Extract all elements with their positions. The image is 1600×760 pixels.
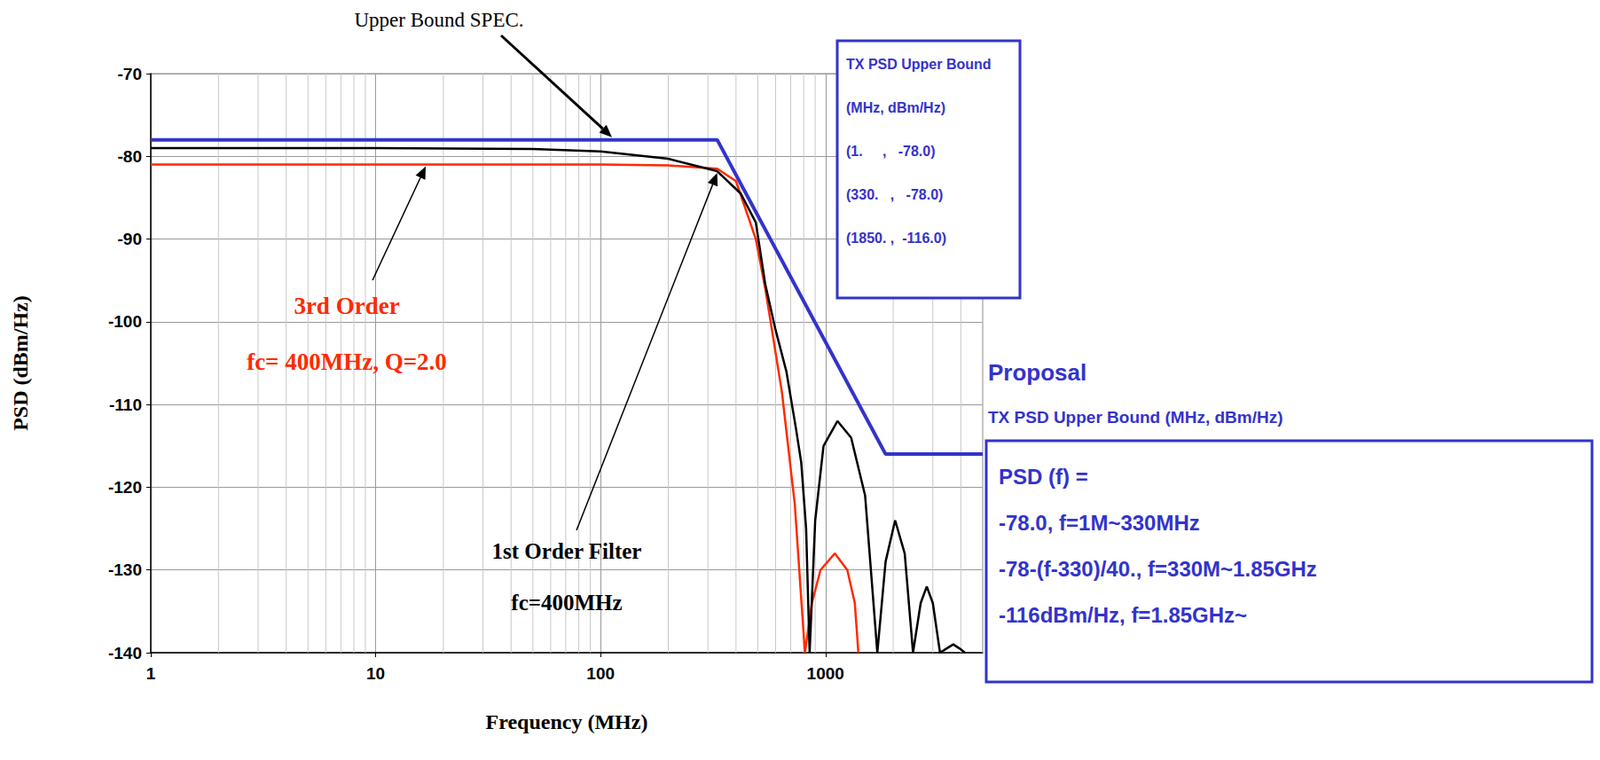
svg-text:PSD (f) =: PSD (f) = xyxy=(998,464,1089,489)
svg-text:Upper Bound SPEC.: Upper Bound SPEC. xyxy=(353,8,524,32)
svg-text:TX PSD Upper Bound (MHz, dBm/H: TX PSD Upper Bound (MHz, dBm/Hz) xyxy=(988,407,1283,427)
svg-text:fc= 400MHz, Q=2.0: fc= 400MHz, Q=2.0 xyxy=(246,348,448,376)
svg-text:3rd Order: 3rd Order xyxy=(293,292,400,320)
svg-text:Proposal: Proposal xyxy=(988,359,1087,386)
svg-text:-120: -120 xyxy=(108,478,142,497)
svg-text:Frequency (MHz): Frequency (MHz) xyxy=(486,710,649,734)
svg-text:TX PSD Upper Bound: TX PSD Upper Bound xyxy=(846,56,992,72)
svg-text:(330. , -78.0): (330. , -78.0) xyxy=(846,187,943,203)
svg-text:1: 1 xyxy=(146,664,157,683)
svg-text:-116dBm/Hz, f=1.85GHz~: -116dBm/Hz, f=1.85GHz~ xyxy=(998,603,1248,628)
svg-text:-130: -130 xyxy=(108,560,142,580)
svg-text:100: 100 xyxy=(586,664,615,683)
svg-text:-90: -90 xyxy=(117,229,142,249)
svg-text:-140: -140 xyxy=(108,643,142,663)
svg-text:-78-(f-330)/40., f=330M~1.85GH: -78-(f-330)/40., f=330M~1.85GHz xyxy=(998,556,1318,581)
svg-text:-110: -110 xyxy=(109,395,142,415)
svg-text:1st Order Filter: 1st Order Filter xyxy=(492,539,643,564)
svg-text:1000: 1000 xyxy=(807,664,845,683)
svg-text:(1. , -78.0): (1. , -78.0) xyxy=(846,143,935,159)
svg-text:(1850. , -116.0): (1850. , -116.0) xyxy=(846,230,947,246)
svg-text:-100: -100 xyxy=(108,312,142,331)
svg-text:-80: -80 xyxy=(117,147,142,166)
svg-text:10: 10 xyxy=(366,664,385,683)
svg-text:-78.0, f=1M~330MHz: -78.0, f=1M~330MHz xyxy=(998,510,1200,535)
svg-text:(MHz, dBm/Hz): (MHz, dBm/Hz) xyxy=(846,100,946,116)
svg-text:-70: -70 xyxy=(117,64,142,84)
svg-text:PSD (dBm/Hz): PSD (dBm/Hz) xyxy=(8,295,32,432)
svg-text:fc=400MHz: fc=400MHz xyxy=(510,590,622,615)
